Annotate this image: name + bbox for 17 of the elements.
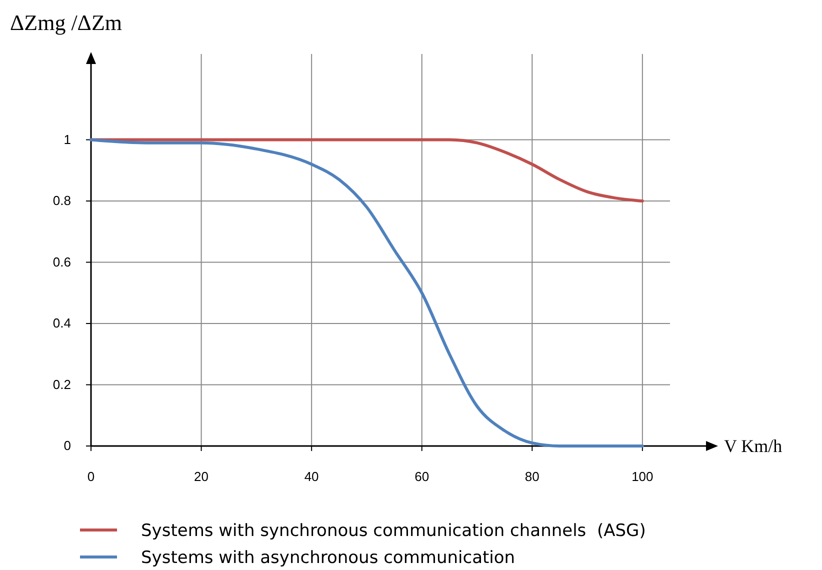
x-tick-label: 40 [304, 469, 319, 484]
x-tick-label: 100 [632, 469, 654, 484]
line-series [90, 138, 644, 448]
x-axis-title: V Km/h [724, 436, 782, 456]
y-tick-label: 0.8 [52, 193, 71, 208]
y-tick-label: 1 [64, 132, 71, 147]
x-tick-label: 20 [194, 469, 209, 484]
x-tick-label: 60 [414, 469, 430, 484]
x-tick-label: 0 [87, 469, 95, 484]
y-axis-title: ΔZmg /ΔZm [10, 10, 122, 35]
y-tick-label: 0.4 [52, 316, 71, 330]
x-tick-label: 80 [524, 469, 540, 484]
y-tick-label: 0.2 [52, 376, 71, 392]
legend-label: Systems with asynchronous communication [141, 548, 516, 568]
y-tick-label: 0.6 [52, 254, 71, 270]
y-tick-label: 0 [64, 438, 71, 453]
legend-label: Systems with synchronous communication channels (ASG) [141, 521, 646, 541]
